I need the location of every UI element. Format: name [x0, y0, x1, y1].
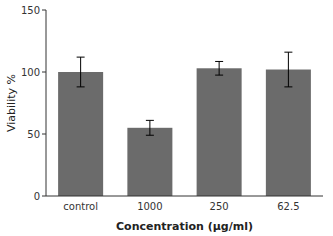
error-line — [149, 120, 150, 135]
error-cap — [215, 75, 223, 76]
error-bar — [284, 52, 292, 87]
error-cap — [77, 57, 85, 58]
error-cap — [77, 86, 85, 87]
error-cap — [284, 52, 292, 53]
y-tick-label: 50 — [27, 129, 40, 140]
y-tick-label: 100 — [21, 67, 40, 78]
error-line — [288, 52, 289, 87]
error-cap — [215, 61, 223, 62]
bar — [197, 68, 242, 196]
chart-container: 0 50 100 150 control 1000 250 62.5 Concentration… — [0, 0, 333, 236]
x-tick-label: control — [63, 201, 98, 212]
error-bar — [146, 120, 154, 135]
error-bar — [215, 61, 223, 75]
error-bar — [77, 57, 85, 87]
y-tick-label: 0 — [34, 191, 40, 202]
y-tick — [42, 10, 46, 11]
bar — [127, 128, 172, 196]
bar — [266, 70, 311, 196]
x-tick-label: 1000 — [137, 201, 162, 212]
y-axis-label: Viability % — [5, 74, 18, 132]
x-axis-label: Concentration (μg/ml) — [116, 220, 253, 233]
y-tick — [42, 72, 46, 73]
bar — [58, 72, 103, 196]
chart-svg: 0 50 100 150 control 1000 250 62.5 Concentration… — [0, 0, 333, 236]
y-tick-label: 150 — [21, 5, 40, 16]
x-tick-label: 250 — [210, 201, 229, 212]
x-axis-line — [46, 196, 323, 197]
y-tick — [42, 196, 46, 197]
error-cap — [146, 135, 154, 136]
error-line — [80, 57, 81, 87]
plot-area — [58, 52, 311, 196]
x-tick-label: 62.5 — [277, 201, 299, 212]
error-line — [219, 61, 220, 75]
error-cap — [146, 120, 154, 121]
y-tick — [42, 134, 46, 135]
y-axis-line — [46, 10, 47, 196]
error-cap — [284, 86, 292, 87]
